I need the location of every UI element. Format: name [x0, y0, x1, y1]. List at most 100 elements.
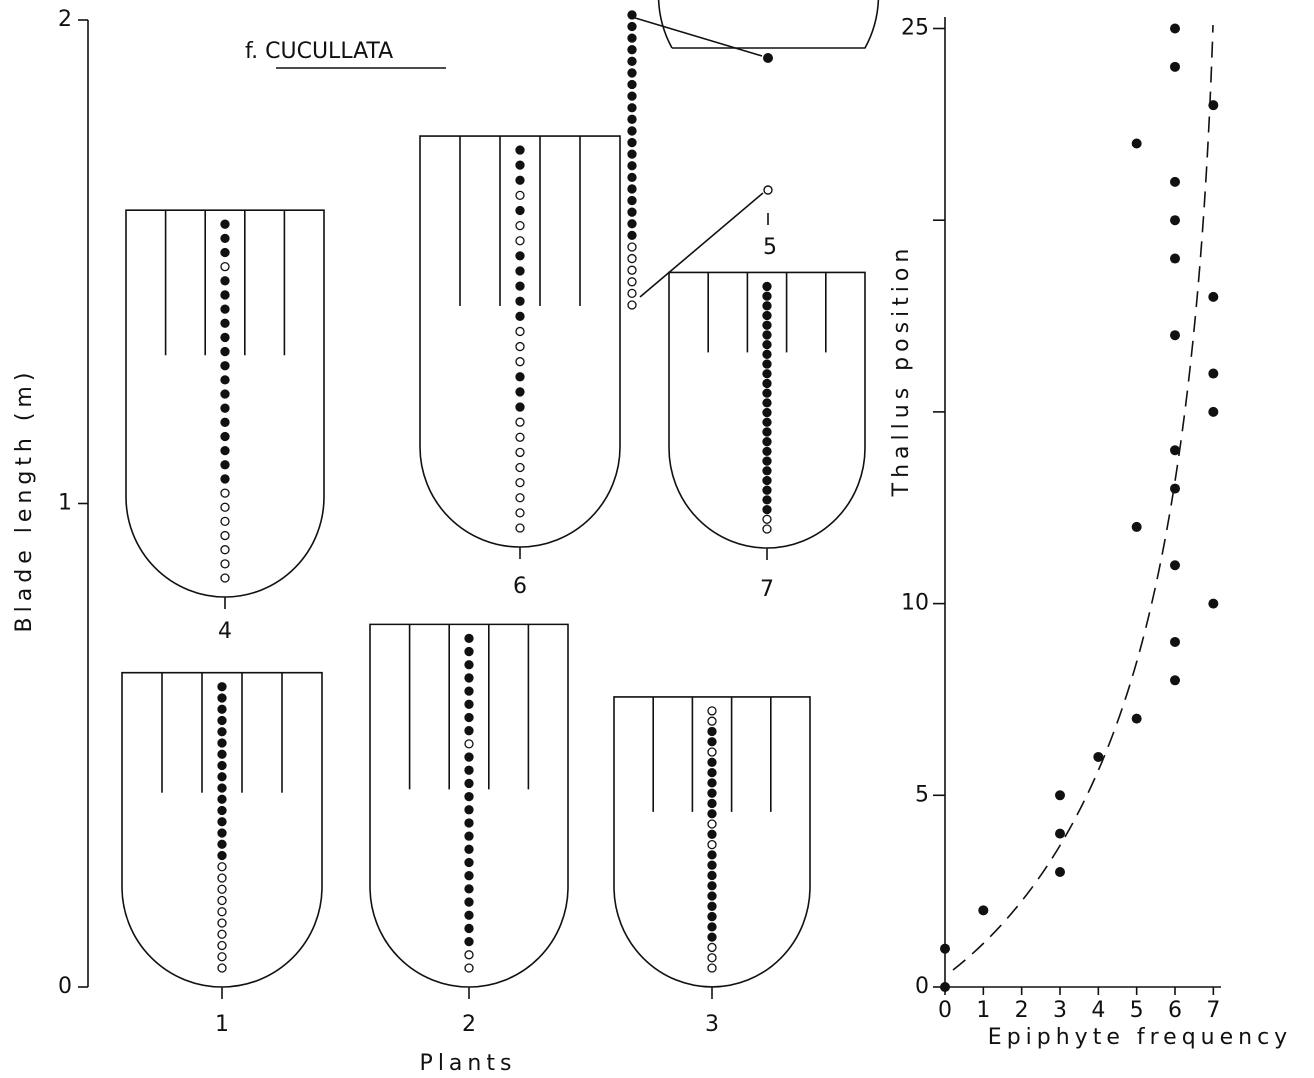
epiphyte-dot — [464, 791, 474, 802]
epiphyte-dot — [515, 160, 525, 170]
epiphyte-dot — [627, 33, 637, 43]
epiphyte-dot — [707, 932, 717, 942]
epiphyte-dot — [464, 673, 474, 683]
epiphyte-dot — [707, 850, 717, 860]
epiphyte-dot — [762, 388, 772, 398]
epiphyte-dot — [762, 456, 772, 466]
epiphyte-dot — [707, 881, 717, 891]
epiphyte-dot — [217, 682, 227, 692]
point — [1170, 330, 1180, 341]
x-tick-label: 1 — [976, 998, 990, 1023]
y-axis-label: Blade length (m) — [12, 368, 37, 633]
epiphyte-dot — [515, 447, 525, 458]
point — [1208, 368, 1219, 379]
epiphyte-dot — [217, 715, 227, 726]
epiphyte-dot — [627, 149, 637, 159]
epiphyte-dot — [464, 765, 474, 775]
epiphyte-dot — [762, 437, 772, 447]
epiphyte-dot — [220, 233, 230, 244]
x-tick-label: 2 — [1015, 998, 1029, 1023]
x-tick-label: 7 — [1206, 998, 1220, 1023]
epiphyte-dot — [464, 778, 474, 789]
epiphyte-dot — [707, 737, 717, 747]
epiphyte-dot — [220, 318, 230, 328]
epiphyte-dot — [762, 310, 772, 321]
point — [1170, 23, 1180, 34]
epiphyte-dot — [220, 247, 230, 258]
epiphyte-dot — [515, 523, 525, 533]
epiphyte-dot — [762, 291, 772, 301]
epiphyte-dot — [627, 21, 637, 32]
epiphyte-dot — [762, 330, 772, 340]
epiphyte-dot — [220, 262, 230, 272]
epiphyte-dot — [762, 359, 772, 369]
point — [1131, 521, 1142, 532]
point — [978, 905, 989, 916]
epiphyte-dot — [707, 963, 717, 973]
epiphyte-dot — [220, 417, 230, 427]
epiphyte-dot — [217, 794, 227, 804]
epiphyte-dot — [707, 726, 717, 737]
y-tick-label: 0 — [915, 974, 929, 999]
epiphyte-dot — [220, 332, 230, 343]
epiphyte-dot — [220, 403, 230, 413]
epiphyte-dot — [464, 831, 474, 841]
epiphyte-dot — [627, 161, 637, 171]
epiphyte-dot — [515, 266, 525, 276]
point — [1131, 138, 1142, 149]
epiphyte-dot — [627, 195, 637, 206]
blade — [121, 671, 323, 988]
epiphyte-dot — [464, 963, 474, 973]
epiphyte-dot — [707, 716, 717, 726]
epiphyte-dot — [464, 884, 474, 894]
epiphyte-dot — [464, 923, 474, 934]
zoom-line — [639, 192, 764, 298]
epiphyte-dot — [515, 432, 525, 442]
epiphyte-dot — [707, 757, 717, 767]
epiphyte-dot — [707, 747, 717, 757]
epiphyte-dot — [217, 727, 227, 737]
enlarged-dot — [763, 185, 773, 195]
epiphyte-dot — [707, 911, 717, 922]
epiphyte-dot — [515, 462, 525, 473]
epiphyte-dot — [515, 205, 525, 216]
epiphyte-dot — [515, 145, 525, 155]
x-tick-label: 4 — [1091, 998, 1105, 1023]
point — [1170, 253, 1180, 264]
epiphyte-dot — [707, 839, 717, 850]
x-tick-label: 0 — [938, 998, 952, 1023]
epiphyte-dot — [217, 760, 227, 771]
epiphyte-dot — [707, 767, 717, 778]
y-tick-label: 0 — [58, 974, 72, 999]
epiphyte-dot — [762, 281, 772, 292]
epiphyte-dot — [627, 207, 637, 217]
epiphyte-dot — [515, 417, 525, 427]
epiphyte-dot — [762, 349, 772, 359]
epiphyte-dot — [515, 402, 525, 412]
epiphyte-dot — [464, 633, 474, 644]
epiphyte-dot — [464, 897, 474, 907]
epiphyte-dot — [220, 460, 230, 470]
epiphyte-dot — [762, 339, 772, 350]
epiphyte-dot — [220, 431, 230, 442]
point — [1208, 406, 1219, 417]
point — [1170, 445, 1180, 456]
point — [1170, 61, 1180, 72]
epiphyte-dot — [707, 870, 717, 881]
epiphyte-dot — [627, 79, 637, 90]
epiphyte-dot — [762, 466, 772, 476]
epiphyte-dot — [217, 839, 227, 849]
epiphyte-dot — [464, 936, 474, 947]
epiphyte-dot — [515, 311, 525, 321]
epiphyte-dot — [762, 417, 772, 427]
epiphyte-dot — [627, 253, 637, 264]
epiphyte-dot — [515, 477, 525, 488]
epiphyte-dot — [217, 805, 227, 816]
epiphyte-dot — [762, 485, 772, 495]
epiphyte-dot — [464, 818, 474, 828]
epiphyte-dot — [707, 891, 717, 901]
epiphyte-dot — [515, 493, 525, 503]
epiphyte-dot — [217, 940, 227, 951]
plant-label: 1 — [215, 1012, 229, 1037]
